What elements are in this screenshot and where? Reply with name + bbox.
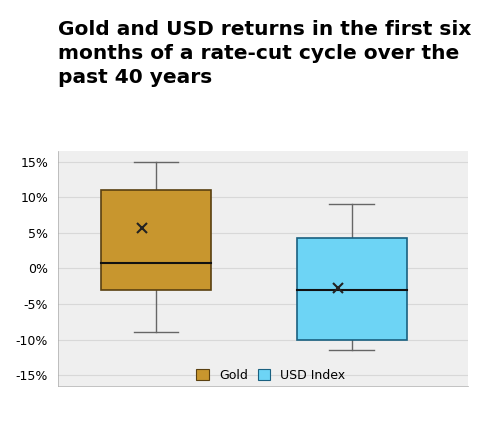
Bar — [296, 238, 407, 340]
Text: Gold and USD returns in the first six
months of a rate-cut cycle over the
past 4: Gold and USD returns in the first six mo… — [58, 20, 471, 87]
Bar — [101, 190, 211, 290]
Legend: Gold, USD Index: Gold, USD Index — [196, 369, 346, 382]
